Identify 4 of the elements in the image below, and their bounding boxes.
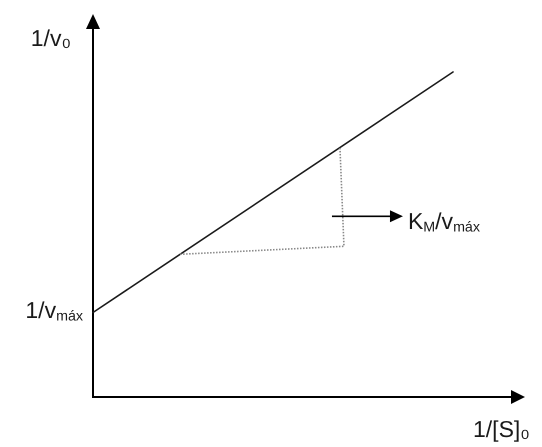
- y-axis-title: 1/v₀: [30, 25, 71, 52]
- annotation: K$_{M}$/v$_{máx}$: [408, 208, 480, 236]
- annotation: 1/v$_{máx}$: [25, 296, 83, 324]
- x-axis-title: 1/[S]₀: [473, 416, 530, 442]
